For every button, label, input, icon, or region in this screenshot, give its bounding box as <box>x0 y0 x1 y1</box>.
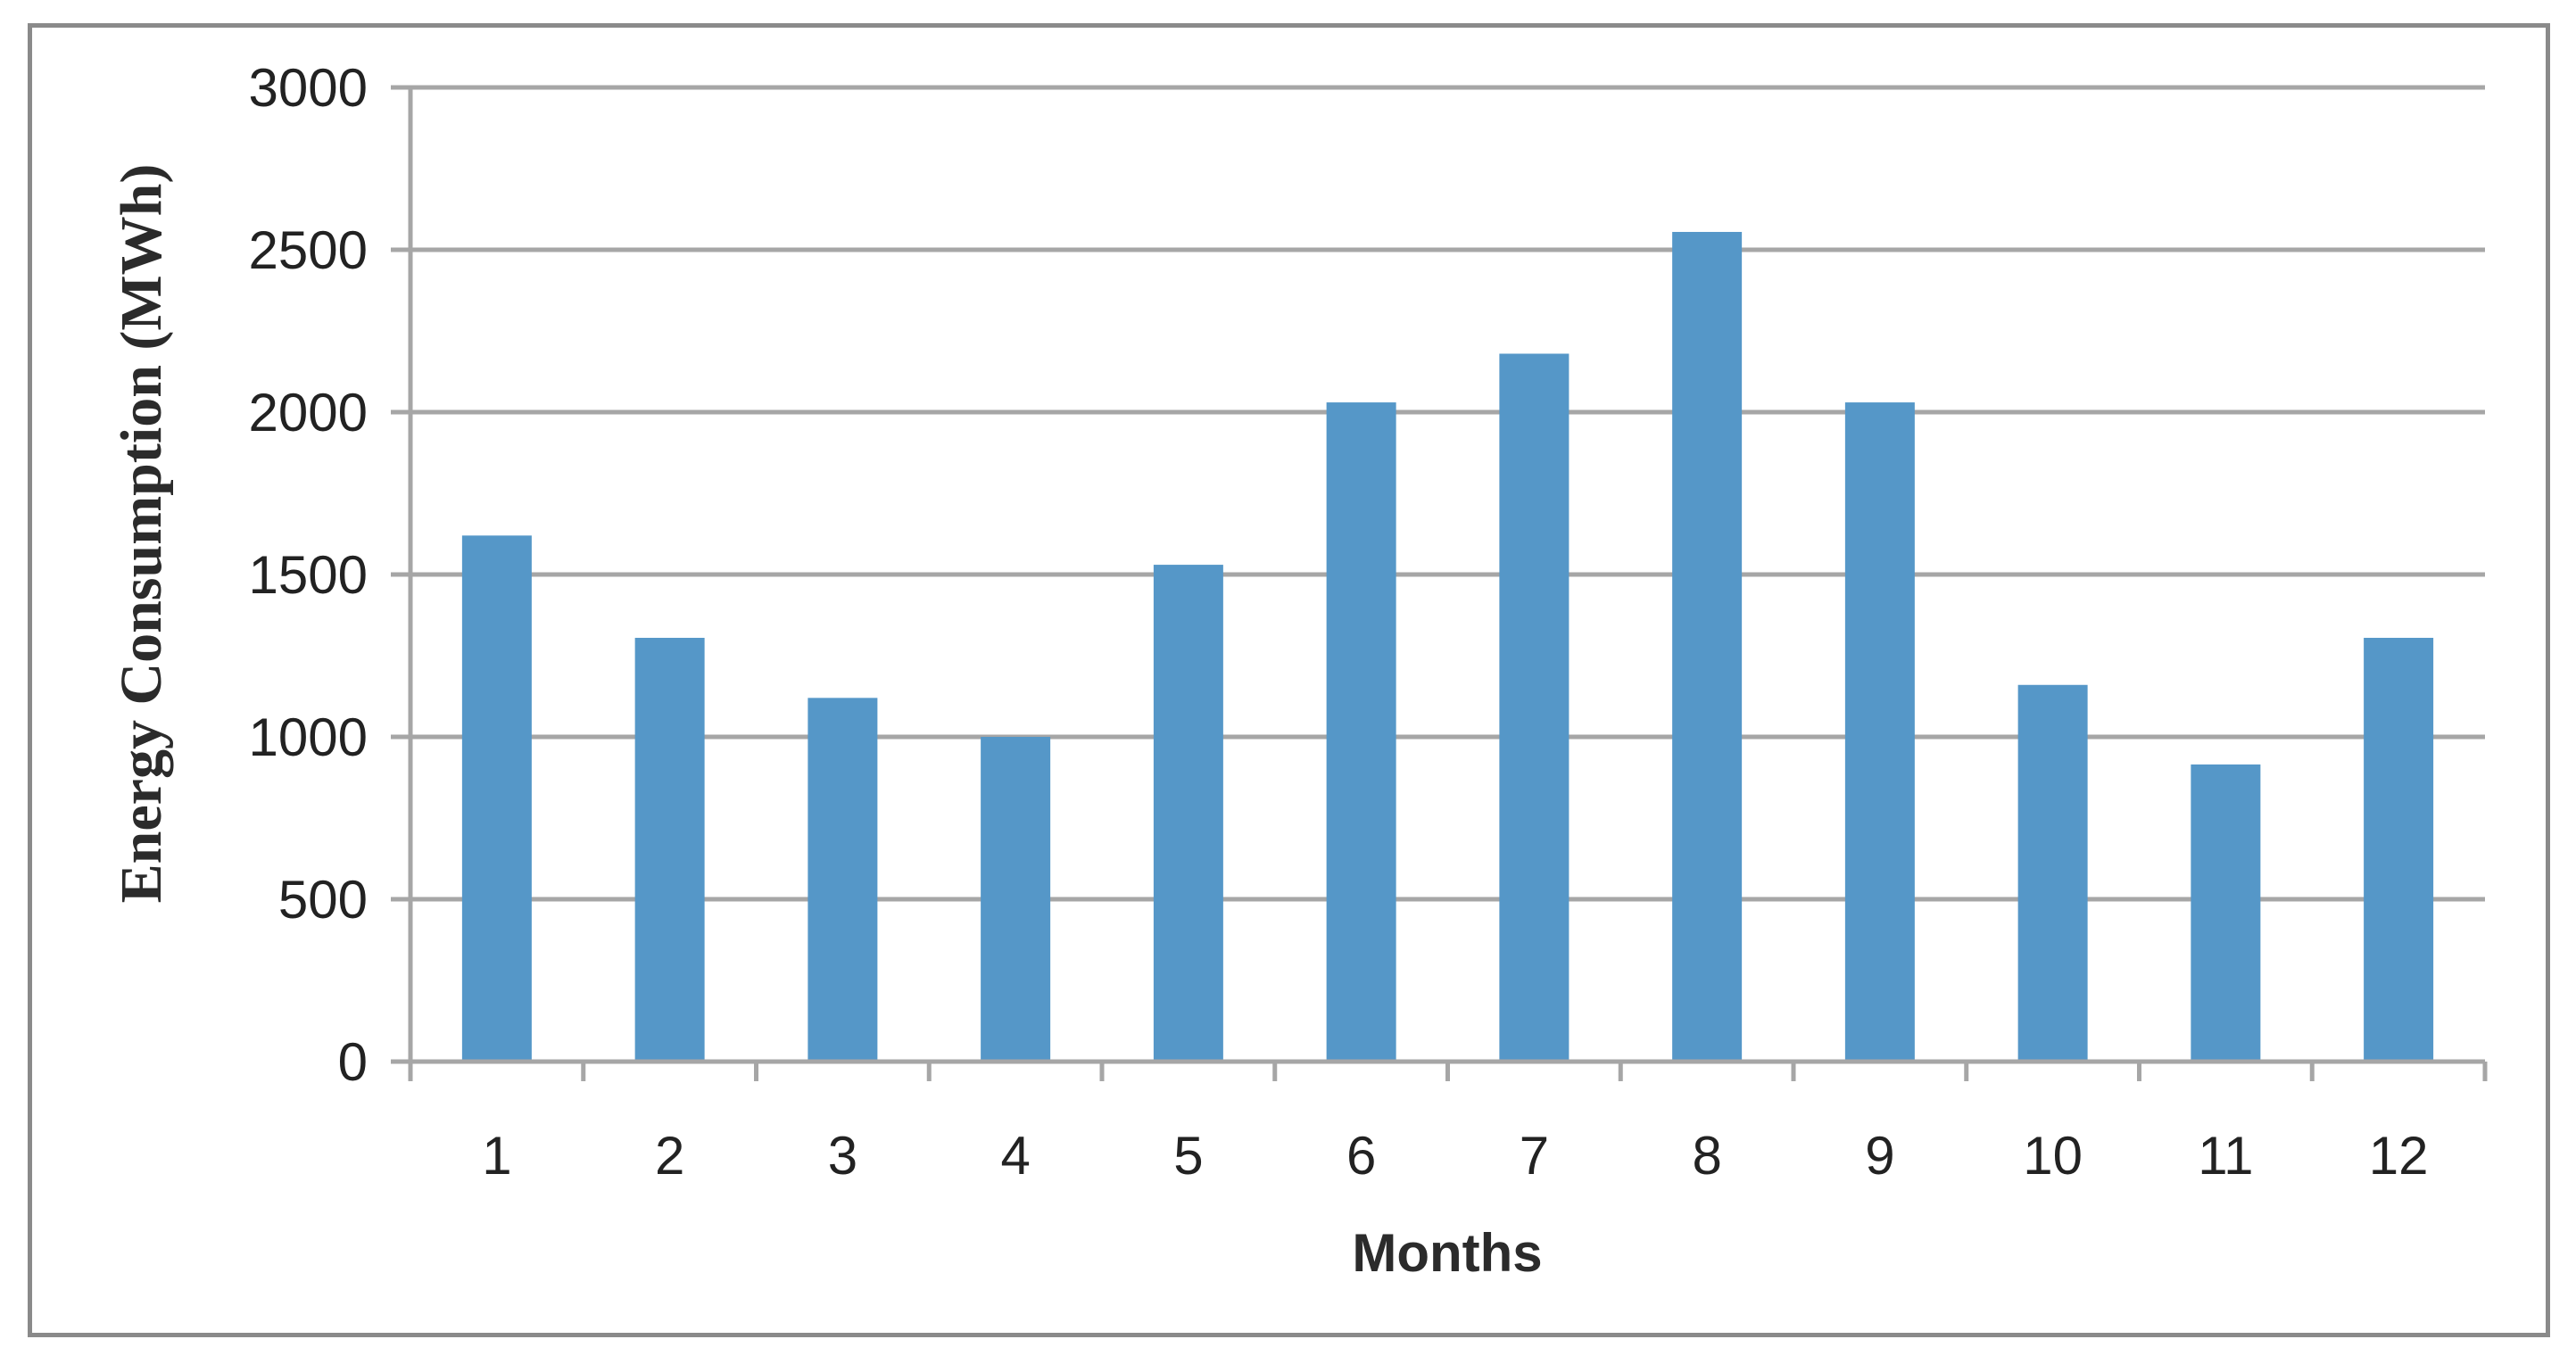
bar-month-4 <box>981 737 1051 1062</box>
x-tick-label: 1 <box>482 1126 511 1186</box>
x-tick-label: 10 <box>2023 1126 2083 1186</box>
bar-month-11 <box>2191 764 2261 1062</box>
x-tick-label: 7 <box>1520 1126 1549 1186</box>
x-tick-label: 12 <box>2369 1126 2429 1186</box>
bar-month-3 <box>808 698 878 1062</box>
y-tick-label: 3000 <box>249 58 368 118</box>
x-tick-label: 9 <box>1865 1126 1894 1186</box>
gridlines <box>410 85 2485 902</box>
bar-month-1 <box>461 535 532 1062</box>
x-tick-label: 8 <box>1692 1126 1721 1186</box>
x-axis-title: Months <box>1352 1223 1542 1283</box>
axes <box>391 85 2488 1081</box>
x-tick-label: 4 <box>1000 1126 1030 1186</box>
x-tick-label: 5 <box>1173 1126 1203 1186</box>
bar-month-10 <box>2017 684 2088 1062</box>
bar-month-2 <box>634 637 705 1062</box>
bar-month-9 <box>1844 402 1915 1062</box>
x-tick-label: 3 <box>828 1126 857 1186</box>
bar-month-8 <box>1672 231 1743 1062</box>
bar-month-6 <box>1326 402 1396 1062</box>
bar-month-5 <box>1153 565 1223 1062</box>
y-tick-label: 0 <box>338 1032 368 1092</box>
y-tick-label: 2000 <box>249 383 368 442</box>
x-tick-label: 2 <box>655 1126 684 1186</box>
y-tick-label: 500 <box>278 870 368 930</box>
bar-month-7 <box>1499 353 1570 1062</box>
chart-frame <box>28 23 2550 1337</box>
bars <box>461 231 2434 1062</box>
y-tick-label: 2500 <box>249 220 368 280</box>
y-axis-title: Energy Consumption (MWh) <box>109 164 174 904</box>
y-tick-label: 1000 <box>249 707 368 767</box>
x-tick-label: 6 <box>1346 1126 1376 1186</box>
x-tick-label: 11 <box>2198 1126 2253 1186</box>
y-tick-label: 1500 <box>249 545 368 605</box>
bar-month-12 <box>2364 637 2434 1062</box>
